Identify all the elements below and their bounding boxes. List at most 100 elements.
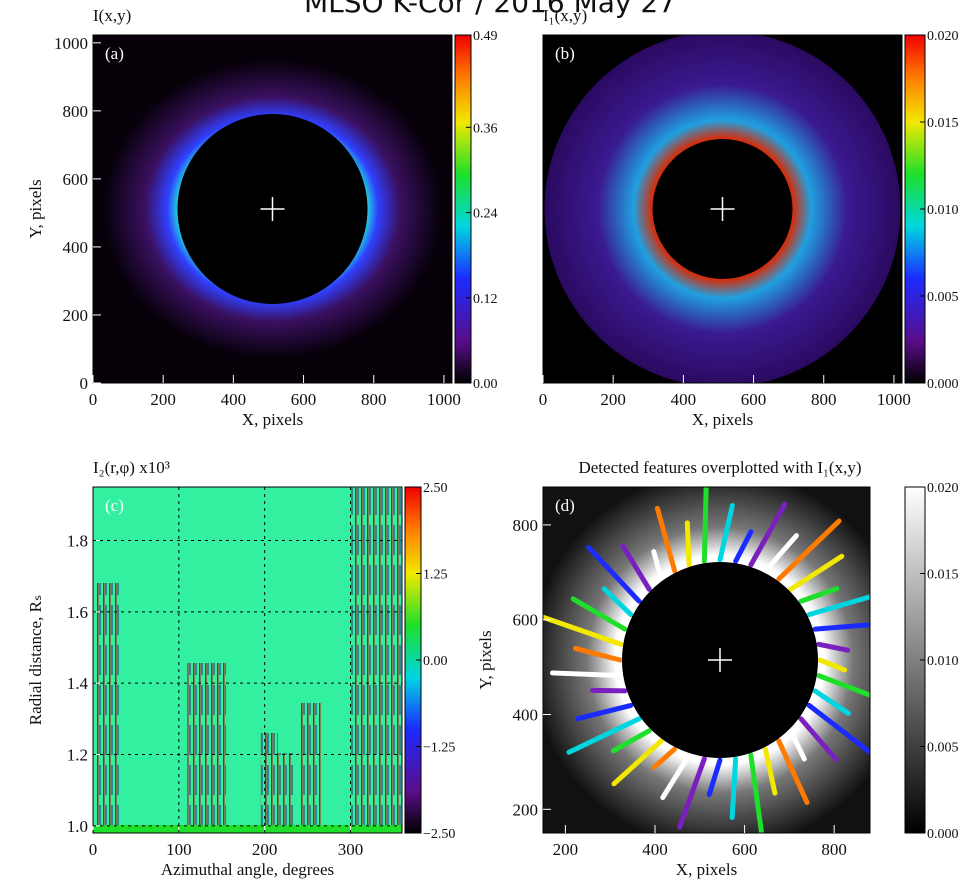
colorbar-tick-label: 0.010 [927, 203, 959, 218]
x-tick-label: 200 [553, 840, 579, 859]
x-axis-label: X, pixels [692, 410, 753, 429]
panel: I₁(x,y) (b) 0 200 400 600 800 1000 X, pixels 0.00… [539, 6, 959, 429]
colorbar-tick-label: 0.000 [927, 827, 959, 842]
colorbar-tick-label: 0.00 [423, 654, 448, 669]
x-tick-label: 300 [338, 840, 364, 859]
y-tick-label: 1.6 [67, 603, 88, 622]
colorbar-tick-label: 0.015 [927, 568, 959, 583]
feature-track [762, 746, 778, 796]
y-axis-label: Y, pixels [26, 179, 45, 238]
x-tick-label: 200 [600, 390, 626, 409]
x-axis-label: Azimuthal angle, degrees [161, 860, 334, 879]
feature-track [788, 728, 807, 762]
feature-track [812, 622, 870, 632]
center-cross [708, 648, 732, 672]
feature-track [610, 728, 652, 754]
panel-label: (d) [555, 496, 575, 515]
plot-frame [542, 486, 871, 834]
baseline-band [93, 825, 402, 833]
y-tick-label: 600 [63, 170, 89, 189]
x-tick-label: 800 [361, 390, 387, 409]
feature-track [762, 533, 799, 574]
image [93, 487, 402, 833]
streamer-band [94, 583, 121, 833]
panel-title: I(x,y) [93, 6, 131, 25]
colorbar-tick-label: 1.25 [423, 568, 448, 583]
plot-frame [92, 486, 403, 834]
panel-label: (b) [555, 44, 575, 63]
feature-track [816, 641, 851, 653]
feature-track [806, 594, 870, 618]
feature-track [590, 687, 628, 694]
y-tick-label: 0 [80, 374, 89, 393]
feature-track [660, 752, 692, 801]
panel: Detected features overplotted with I₁(x,… [476, 458, 959, 879]
feature-track [543, 614, 624, 647]
x-tick-label: 0 [89, 390, 98, 409]
panel-label: (c) [105, 496, 124, 515]
panel-title: I₂(r,φ) x10³ [93, 458, 170, 477]
colorbar-tick-label: 0.00 [473, 377, 498, 392]
y-tick-label: 600 [513, 611, 539, 630]
feature-track [575, 702, 634, 722]
colorbar-tick-label: 0.12 [473, 292, 498, 307]
x-tick-label: 1000 [877, 390, 911, 409]
feature-track [570, 596, 628, 632]
feature-track [684, 520, 692, 568]
x-tick-label: 0 [89, 840, 98, 859]
x-tick-label: 100 [166, 840, 192, 859]
colorbar-tick-label: 0.005 [927, 290, 959, 305]
streamer-band [268, 753, 295, 833]
colorbar-tick-label: 0.020 [927, 481, 959, 496]
center-cross [260, 197, 285, 221]
y-tick-label: 200 [513, 800, 539, 819]
feature-track [798, 586, 840, 604]
x-axis-label: X, pixels [676, 860, 737, 879]
feature-track [601, 586, 634, 618]
feature-track [677, 756, 707, 830]
center-cross [710, 197, 735, 221]
colorbar-tick-label: 0.020 [927, 29, 959, 44]
figure-title: MLSO K-Cor / 2016 May 27 [304, 0, 676, 19]
feature-track [776, 738, 810, 806]
feature-track [816, 673, 870, 698]
x-tick-label: 600 [741, 390, 767, 409]
feature-track [651, 549, 664, 582]
feature-track [812, 688, 851, 716]
image [543, 35, 902, 383]
x-tick-label: 800 [821, 840, 847, 859]
x-tick-label: 600 [291, 390, 317, 409]
y-tick-label: 1.2 [67, 746, 88, 765]
x-tick-label: 0 [539, 390, 548, 409]
feature-track [611, 738, 664, 787]
streamer-band [299, 703, 321, 833]
x-tick-label: 400 [642, 840, 668, 859]
colorbar-tick-label: 0.36 [473, 121, 498, 136]
colorbar-tick-label: 0.49 [473, 29, 498, 44]
feature-track [717, 502, 735, 563]
feature-track [701, 487, 709, 564]
panel-label: (a) [105, 44, 124, 63]
feature-track [776, 518, 842, 582]
colorbar-tick-label: 0.005 [927, 741, 959, 756]
panel: I₂(r,φ) x10³ (c) 0 100 200 300 1.0 1.2 1.4 1.6 1.8… [26, 458, 455, 879]
feature-track [566, 716, 642, 755]
panel-title: Detected features overplotted with I₁(x,… [578, 458, 861, 477]
feature-track [572, 645, 623, 663]
feature-track [651, 746, 678, 770]
colorbar [454, 34, 472, 384]
x-tick-label: 400 [671, 390, 697, 409]
x-tick-label: 600 [732, 840, 758, 859]
colorbar-tick-label: −2.50 [423, 827, 455, 842]
streamer-band [350, 488, 402, 833]
colorbar-tick-label: 0.24 [473, 207, 498, 222]
feature-track [748, 501, 788, 568]
y-tick-label: 1.4 [67, 674, 89, 693]
colorbar-tick-label: −1.25 [423, 741, 455, 756]
feature-track [586, 544, 642, 604]
feature-track [729, 756, 739, 821]
x-tick-label: 400 [221, 390, 247, 409]
feature-track [549, 670, 624, 679]
feature-track [817, 657, 848, 673]
